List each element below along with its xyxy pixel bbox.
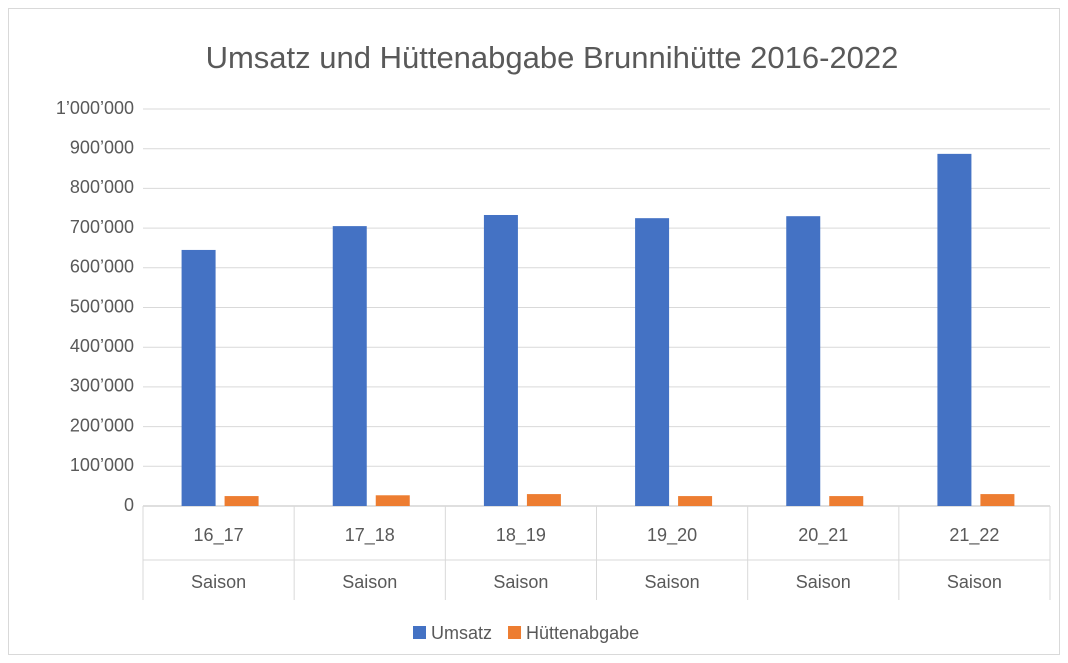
x-tick-label: 20_21 xyxy=(798,525,848,546)
bar xyxy=(786,216,821,506)
chart-title: Umsatz und Hüttenabgabe Brunnihütte 2016… xyxy=(206,40,899,75)
x-group-label: Saison xyxy=(342,572,397,592)
x-group-label: Saison xyxy=(645,572,700,592)
y-tick-label: 800’000 xyxy=(70,177,134,197)
y-tick-label: 300’000 xyxy=(70,376,134,396)
bar xyxy=(332,226,367,507)
bar xyxy=(937,153,972,506)
x-group-label: Saison xyxy=(796,572,851,592)
x-tick-label: 17_18 xyxy=(345,525,395,546)
x-group-label: Saison xyxy=(947,572,1002,592)
y-tick-label: 100’000 xyxy=(70,455,134,475)
bar xyxy=(224,496,259,506)
y-tick-label: 500’000 xyxy=(70,296,134,316)
bar xyxy=(980,494,1015,506)
bar xyxy=(678,496,713,506)
y-tick-label: 900’000 xyxy=(70,137,134,157)
legend-label: Hüttenabgabe xyxy=(526,623,639,643)
y-tick-label: 600’000 xyxy=(70,257,134,277)
bar xyxy=(635,218,670,507)
y-tick-label: 700’000 xyxy=(70,217,134,237)
y-tick-label: 1’000’000 xyxy=(56,98,134,118)
bar xyxy=(375,495,410,506)
x-tick-label: 16_17 xyxy=(194,525,244,546)
x-tick-label: 19_20 xyxy=(647,525,697,546)
x-tick-label: 21_22 xyxy=(949,525,999,546)
y-tick-label: 200’000 xyxy=(70,415,134,435)
legend-swatch xyxy=(508,626,522,639)
chart-border xyxy=(8,8,1060,655)
bar xyxy=(829,496,864,506)
x-group-label: Saison xyxy=(493,572,548,592)
x-tick-label: 18_19 xyxy=(496,525,546,546)
y-tick-label: 0 xyxy=(124,495,134,515)
bar xyxy=(526,494,561,506)
legend-label: Umsatz xyxy=(431,623,492,643)
bar xyxy=(483,214,518,506)
bar xyxy=(181,249,216,506)
legend-swatch xyxy=(413,626,426,639)
x-group-label: Saison xyxy=(191,572,246,592)
y-tick-label: 400’000 xyxy=(70,336,134,356)
